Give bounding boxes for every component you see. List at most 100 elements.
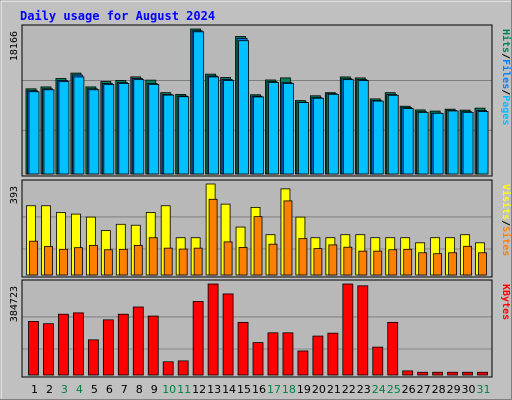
bar-sites-9 [148,237,158,276]
bar-sites-29 [448,252,457,276]
x-axis-ticks: 1 2 3 4 5 6 7 8 9 10 11 12 13 14 15 16 17 18 19 20 21 22 23 24 2… [31,383,491,396]
bar-sites-28 [433,253,443,276]
legend-item-visits-sites-2: Sites [500,226,512,256]
bar-kbytes-27 [417,371,429,376]
x-tick-label: 23 [357,383,371,396]
bar-kbytes-4 [73,312,84,376]
bar-pages-16 [253,96,264,175]
bar-sites-15 [238,247,248,276]
legend-item-hits-files-pages-1: / [500,53,511,59]
bar-kbytes-5 [87,339,99,376]
chart-title: Daily usage for August 2024 [20,9,215,23]
bar-sites-22 [343,246,353,276]
bar-pages-4 [73,76,85,175]
bar-pages-28 [432,112,444,175]
bar-sites-3 [59,248,68,276]
x-tick-label: 15 [237,383,251,396]
bar-pages-5 [88,89,100,175]
bar-pages-2 [43,89,55,175]
x-tick-label: 21 [327,383,341,396]
x-tick-label: 18 [282,383,296,396]
bar-pages-31 [477,111,489,175]
bar-kbytes-6 [102,319,114,376]
bar-pages-24 [372,100,384,175]
bar-pages-3 [58,81,70,175]
legend-item-hits-files-pages-3: / [500,89,511,95]
bar-kbytes-14 [222,293,234,376]
x-tick-label: 2 [46,383,53,396]
bar-sites-26 [403,248,413,276]
bar-sites-24 [373,250,383,276]
bar-kbytes-29 [447,371,458,376]
legend-item-visits-sites-1: / [500,220,511,226]
bar-pages-15 [238,40,249,175]
x-tick-label: 28 [432,383,446,396]
bar-sites-19 [298,238,308,276]
bar-sites-13 [208,198,218,276]
bar-kbytes-23 [357,285,369,376]
bar-pages-9 [148,84,160,175]
bar-pages-18 [283,83,294,175]
bar-pages-23 [357,80,369,175]
bar-pages-30 [462,111,474,175]
bar-kbytes-10 [162,361,174,376]
legend-item-hits-files-pages-4: Pages [500,95,511,125]
bar-sites-6 [103,249,113,276]
legend-hits-files-pages: Hits/Files/Pages [500,29,512,125]
bar-sites-21 [328,244,338,276]
bar-kbytes-16 [252,342,264,376]
bar-kbytes-8 [132,306,144,376]
max-label-hits-files-pages: 18166 [9,31,20,61]
x-tick-label: 7 [121,383,128,396]
bar-sites-16 [253,216,263,276]
x-tick-label: 3 [61,383,68,396]
max-label-visits-sites: 393 [9,186,20,204]
x-tick-label: 16 [252,383,266,396]
max-label-kbytes: 384723 [9,286,20,322]
bar-sites-1 [29,240,38,276]
bar-pages-10 [163,94,175,175]
x-tick-label: 8 [136,383,143,396]
bar-kbytes-11 [177,360,189,376]
bar-sites-5 [88,244,98,276]
legend-kbytes: KBytes [500,284,511,320]
bar-pages-1 [28,91,40,175]
bar-kbytes-2 [43,323,54,376]
bar-sites-31 [478,252,487,276]
x-tick-label: 13 [207,383,221,396]
bar-kbytes-30 [462,371,473,376]
bar-sites-4 [74,247,83,276]
panel-hits-files-pages: 18166 Hits/Files/Pages [9,24,512,177]
legend-item-hits-files-pages-2: Files [500,59,512,89]
x-tick-label: 4 [76,383,83,396]
bar-sites-30 [463,245,472,276]
bar-kbytes-26 [402,370,414,376]
legend-item-hits-files-pages-0: Hits [500,29,512,53]
bar-sites-8 [133,244,143,276]
bar-pages-25 [387,94,399,175]
bar-sites-14 [223,241,233,276]
bar-kbytes-19 [297,350,309,376]
bar-kbytes-20 [312,335,324,376]
bar-pages-21 [327,93,339,175]
x-tick-label: 17 [267,383,281,396]
bar-kbytes-15 [237,321,249,376]
bar-sites-2 [44,246,53,276]
bar-pages-14 [223,80,234,175]
bar-sites-7 [118,248,128,276]
x-tick-label: 29 [447,383,461,396]
panel-kbytes: 384723 KBytes [9,279,511,378]
bar-sites-17 [268,243,278,276]
bar-sites-11 [178,248,188,276]
x-tick-label: 25 [387,383,401,396]
bar-kbytes-12 [192,301,204,376]
x-tick-label: 5 [91,383,98,396]
legend-item-kbytes-0: KBytes [500,284,511,320]
bar-pages-29 [447,110,459,175]
bar-pages-6 [103,84,115,175]
bar-sites-12 [193,247,203,276]
bar-kbytes-18 [282,332,294,376]
bar-pages-7 [118,83,130,175]
